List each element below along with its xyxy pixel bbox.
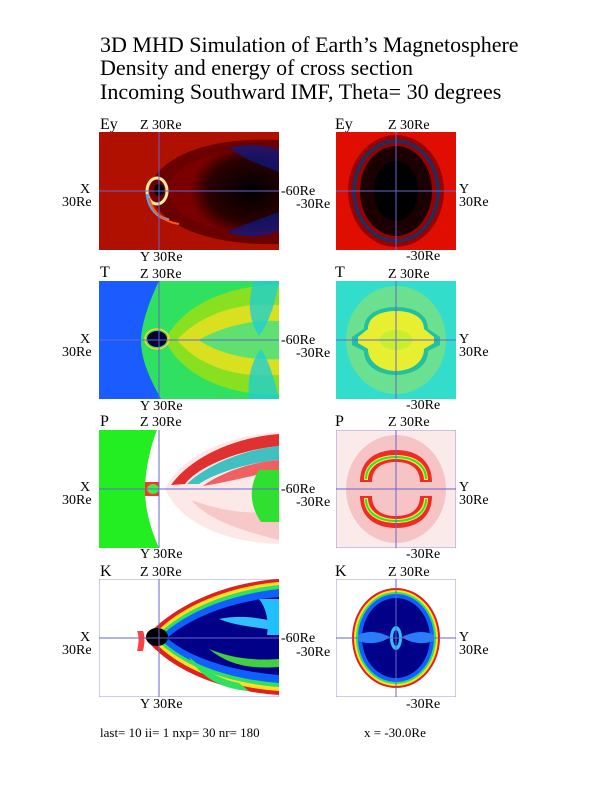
var-label: Ey [100,116,118,133]
z-axis-label-right: Z 30Re [388,565,430,580]
y-axis-label: Y 30Re [140,547,183,562]
y-axis-label: Y 30Re [140,399,183,414]
ey-cross-section-plot [336,132,456,250]
ey-meridional-plot [99,132,279,250]
x-axis-label: X [80,182,91,197]
x-axis-value: 30Re [62,643,92,658]
k-meridional-plot [99,579,279,697]
footer-position: x = -30.0Re [364,725,426,740]
z-axis-label-right: Z 30Re [388,118,430,133]
z-axis-label: Z 30Re [140,565,182,580]
y-axis-label-right: Y [459,332,470,347]
cross-section-x-label: -30Re [296,346,331,361]
x-axis-end: -60Re [281,631,316,646]
title-line-1: 3D MHD Simulation of Earth’s Magnetosphe… [100,32,519,57]
y-axis-value-right: 30Re [459,195,489,210]
bottom-axis-label-right: -30Re [406,697,441,712]
z-axis-label: Z 30Re [140,415,182,430]
k-cross-section-plot [336,579,456,697]
var-label-right: Ey [335,116,353,133]
var-label: P [100,413,109,430]
var-label-right: P [335,413,344,430]
var-label-right: T [335,264,345,281]
y-axis-value-right: 30Re [459,643,489,658]
z-axis-label-right: Z 30Re [388,415,430,430]
title-line-3: Incoming Southward IMF, Theta= 30 degree… [100,79,502,104]
x-axis-value: 30Re [62,345,92,360]
x-axis-label: X [80,480,91,495]
t-meridional-plot [99,281,279,399]
p-cross-section-plot [336,430,456,548]
y-axis-label-right: Y [459,630,470,645]
y-axis-label: Y 30Re [140,250,183,265]
x-axis-label: X [80,332,91,347]
var-label-right: K [335,563,347,580]
p-meridional-plot [99,430,279,548]
title-line-2: Density and energy of cross section [100,55,414,80]
var-label: T [100,264,110,281]
y-axis-label-right: Y [459,182,470,197]
z-axis-label-right: Z 30Re [388,267,430,282]
z-axis-label: Z 30Re [140,267,182,282]
x-axis-value: 30Re [62,493,92,508]
y-axis-label: Y 30Re [140,697,183,712]
bottom-axis-label-right: -30Re [406,398,441,413]
cross-section-x-label: -30Re [296,495,331,510]
y-axis-label-right: Y [459,480,470,495]
z-axis-label: Z 30Re [140,118,182,133]
x-axis-label: X [80,630,91,645]
cross-section-x-label: -30Re [296,197,331,212]
bottom-axis-label-right: -30Re [406,249,441,264]
x-axis-end: -60Re [281,184,316,199]
cross-section-x-label: -30Re [296,645,331,660]
t-cross-section-plot [336,281,456,399]
bottom-axis-label-right: -30Re [406,547,441,562]
footer-params: last= 10 ii= 1 nxp= 30 nr= 180 [100,725,260,740]
x-axis-value: 30Re [62,195,92,210]
x-axis-end: -60Re [281,333,316,348]
y-axis-value-right: 30Re [459,493,489,508]
var-label: K [100,563,112,580]
y-axis-value-right: 30Re [459,345,489,360]
x-axis-end: -60Re [281,482,316,497]
